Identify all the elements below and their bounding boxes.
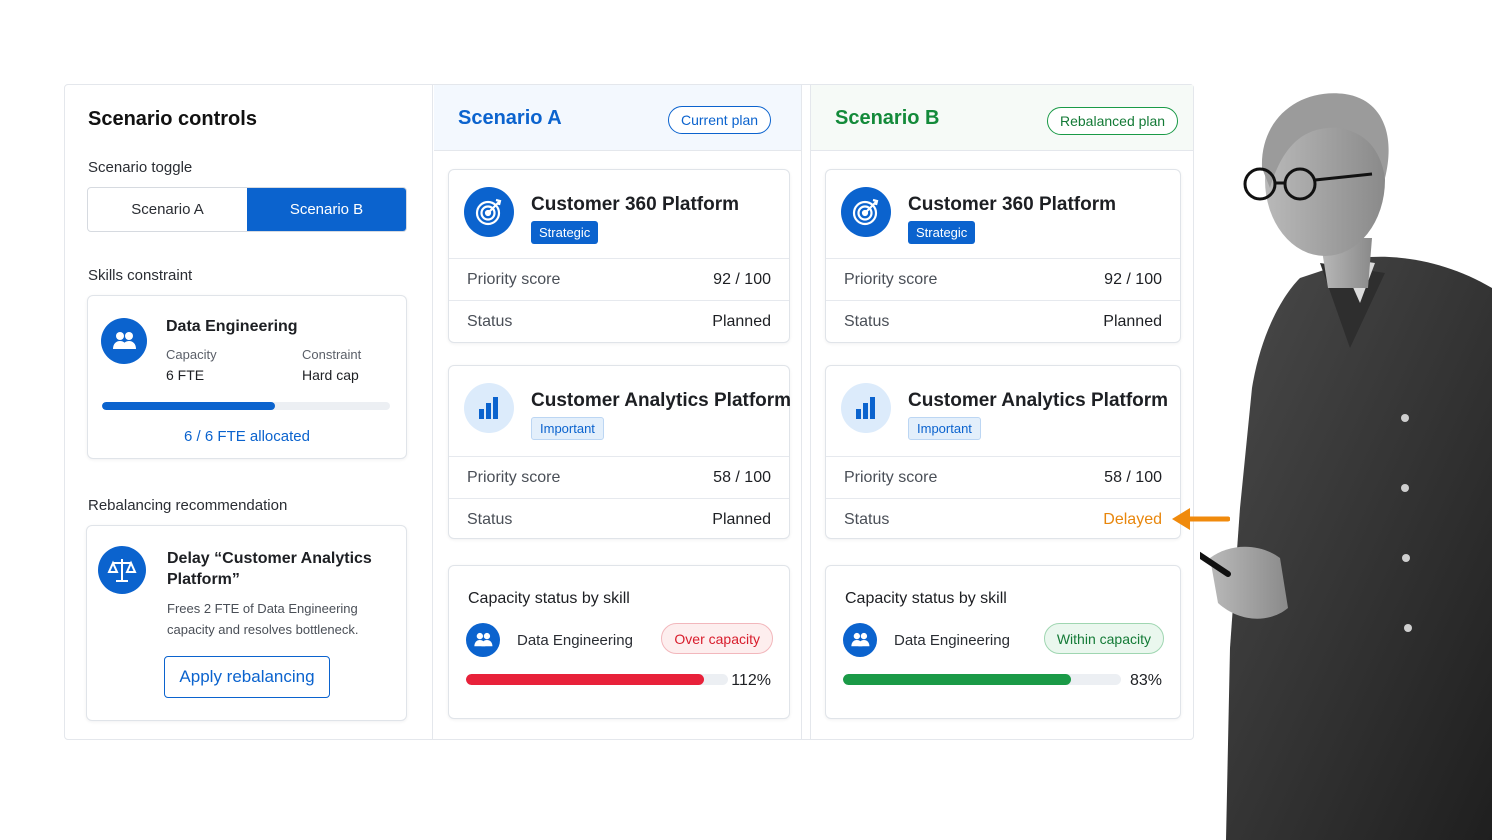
status-label: Status [467,510,513,528]
status-row: Status Delayed [826,498,1180,540]
bar-chart-icon [464,383,514,433]
skills-constraint-label: Skills constraint [88,267,193,284]
status-value: Planned [1103,312,1162,330]
within-capacity-badge: Within capacity [1043,623,1164,654]
project-card[interactable]: Customer Analytics Platform Important Pr… [825,365,1181,539]
priority-row: Priority score 58 / 100 [826,456,1180,498]
rebalancing-label: Rebalancing recommendation [88,497,288,514]
scales-icon [98,546,146,594]
constraint-value: Hard cap [302,367,359,383]
capacity-percent: 83% [1129,672,1162,689]
priority-value: 92 / 100 [713,270,771,288]
scenario-a-title: Scenario A [458,107,562,129]
status-label: Status [467,312,513,330]
over-capacity-badge: Over capacity [661,623,773,654]
capacity-status-title: Capacity status by skill [468,590,630,607]
skill-constraint-card: Data Engineering Capacity 6 FTE Constrai… [87,295,407,459]
strategic-tag: Strategic [531,221,599,244]
target-icon [464,187,514,237]
recommendation-card: Delay “Customer Analytics Platform” Free… [86,525,407,721]
priority-value: 92 / 100 [1104,270,1162,288]
capacity-bar [466,674,728,685]
scenario-b-title: Scenario B [835,107,940,129]
target-icon [841,187,891,237]
controls-title: Scenario controls [88,108,257,130]
status-row: Status Planned [449,300,789,342]
project-name: Customer Analytics Platform [531,390,792,411]
status-label: Status [844,510,890,528]
current-plan-badge: Current plan [668,106,772,134]
status-label: Status [844,312,890,330]
capacity-bar [843,674,1121,685]
capacity-bar-fill [843,674,1071,685]
priority-label: Priority score [844,270,938,288]
important-tag: Important [908,417,981,440]
allocation-bar-fill [102,402,275,410]
capacity-value: 6 FTE [166,367,205,383]
priority-value: 58 / 100 [1104,468,1162,486]
status-row: Status Planned [449,498,789,540]
priority-label: Priority score [467,468,561,486]
allocation-bar [102,402,390,410]
constraint-label: Constraint [302,347,362,362]
apply-rebalancing-button[interactable]: Apply rebalancing [164,656,330,698]
scenario-b-column: Scenario B Rebalanced plan Customer 360 … [810,85,1193,739]
people-icon [466,623,500,657]
project-card[interactable]: Customer Analytics Platform Important Pr… [448,365,792,540]
priority-row: Priority score 92 / 100 [449,258,789,300]
status-value: Planned [712,510,771,528]
priority-row: Priority score 58 / 100 [449,456,789,498]
toggle-scenario-a[interactable]: Scenario A [131,201,204,218]
capacity-skill-name: Data Engineering [517,632,633,649]
bar-chart-icon [841,383,891,433]
allocation-text: 6 / 6 FTE allocated [184,428,310,445]
recommendation-description: Frees 2 FTE of Data Engineering capacity… [167,601,359,637]
scenario-a-header: Scenario A Current plan [434,85,801,151]
priority-row: Priority score 92 / 100 [826,258,1180,300]
scenario-toggle[interactable]: Scenario A Scenario B [87,187,407,232]
project-name: Customer 360 Platform [531,194,740,215]
toggle-scenario-b[interactable]: Scenario B [247,188,406,231]
project-card[interactable]: Customer 360 Platform Strategic Priority… [825,169,1181,343]
scenario-toggle-label: Scenario toggle [88,159,193,176]
people-icon [101,318,147,364]
capacity-status-title: Capacity status by skill [845,590,1007,607]
recommendation-title: Delay “Customer Analytics Platform” [167,550,372,588]
priority-label: Priority score [844,468,938,486]
scenario-a-column: Scenario A Current plan Customer 360 Pla… [434,85,802,739]
strategic-tag: Strategic [908,221,976,244]
capacity-status-card: Capacity status by skill Data Engineerin… [448,565,790,719]
capacity-label: Capacity [166,347,217,362]
people-icon [843,623,877,657]
status-value: Planned [712,312,771,330]
status-row: Status Planned [826,300,1180,342]
presenter-photo [1200,93,1492,840]
project-card[interactable]: Customer 360 Platform Strategic Priority… [448,169,790,343]
scenario-comparison-board: Scenario controls Scenario toggle Scenar… [64,84,1194,740]
capacity-bar-fill [466,674,705,685]
project-name: Customer Analytics Platform [908,390,1169,411]
priority-value: 58 / 100 [713,468,771,486]
project-name: Customer 360 Platform [908,194,1117,215]
status-value-delayed: Delayed [1103,510,1162,528]
priority-label: Priority score [467,270,561,288]
important-tag: Important [531,417,604,440]
scenario-b-header: Scenario B Rebalanced plan [811,85,1193,151]
arrow-left-icon [1172,508,1230,530]
skill-name: Data Engineering [166,318,298,335]
rebalanced-plan-badge: Rebalanced plan [1047,107,1179,135]
scenario-controls-panel: Scenario controls Scenario toggle Scenar… [65,85,433,739]
capacity-percent: 112% [731,672,771,689]
capacity-skill-name: Data Engineering [894,632,1010,649]
capacity-status-card: Capacity status by skill Data Engineerin… [825,565,1181,719]
